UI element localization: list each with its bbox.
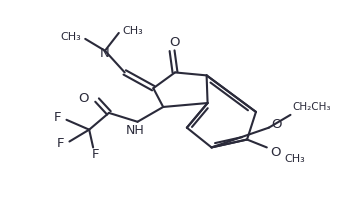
Text: F: F (91, 148, 99, 161)
Text: O: O (272, 118, 282, 131)
Text: N: N (100, 47, 110, 60)
Text: NH: NH (126, 124, 145, 137)
Text: O: O (270, 146, 280, 159)
Text: CH₃: CH₃ (61, 32, 81, 42)
Text: O: O (169, 36, 179, 49)
Text: CH₂CH₃: CH₂CH₃ (292, 102, 331, 112)
Text: CH₃: CH₃ (285, 154, 305, 164)
Text: F: F (54, 111, 62, 124)
Text: F: F (57, 137, 64, 150)
Text: O: O (79, 92, 89, 104)
Text: CH₃: CH₃ (123, 26, 143, 36)
